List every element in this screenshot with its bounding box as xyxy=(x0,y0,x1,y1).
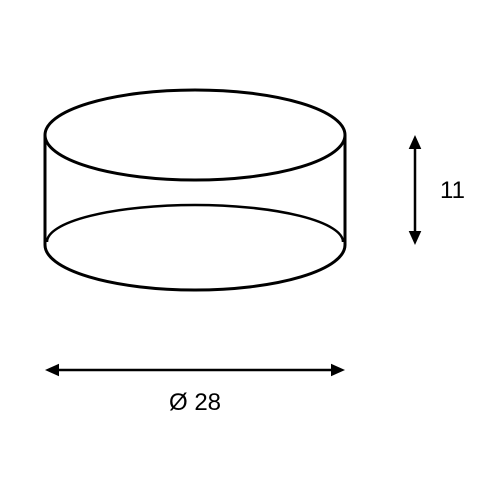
cylinder-bottom-front xyxy=(45,245,345,290)
height-label: 11 xyxy=(440,177,465,204)
cylinder-inner-rim xyxy=(47,205,343,242)
width-arrow-left xyxy=(45,364,59,377)
diameter-label: Ø 28 xyxy=(169,389,221,416)
dimension-diagram: Ø 28 11 xyxy=(0,0,500,500)
width-arrow-right xyxy=(331,364,345,377)
cylinder-top-ellipse xyxy=(45,90,345,180)
height-arrow-top xyxy=(409,135,422,149)
height-arrow-bottom xyxy=(409,231,422,245)
